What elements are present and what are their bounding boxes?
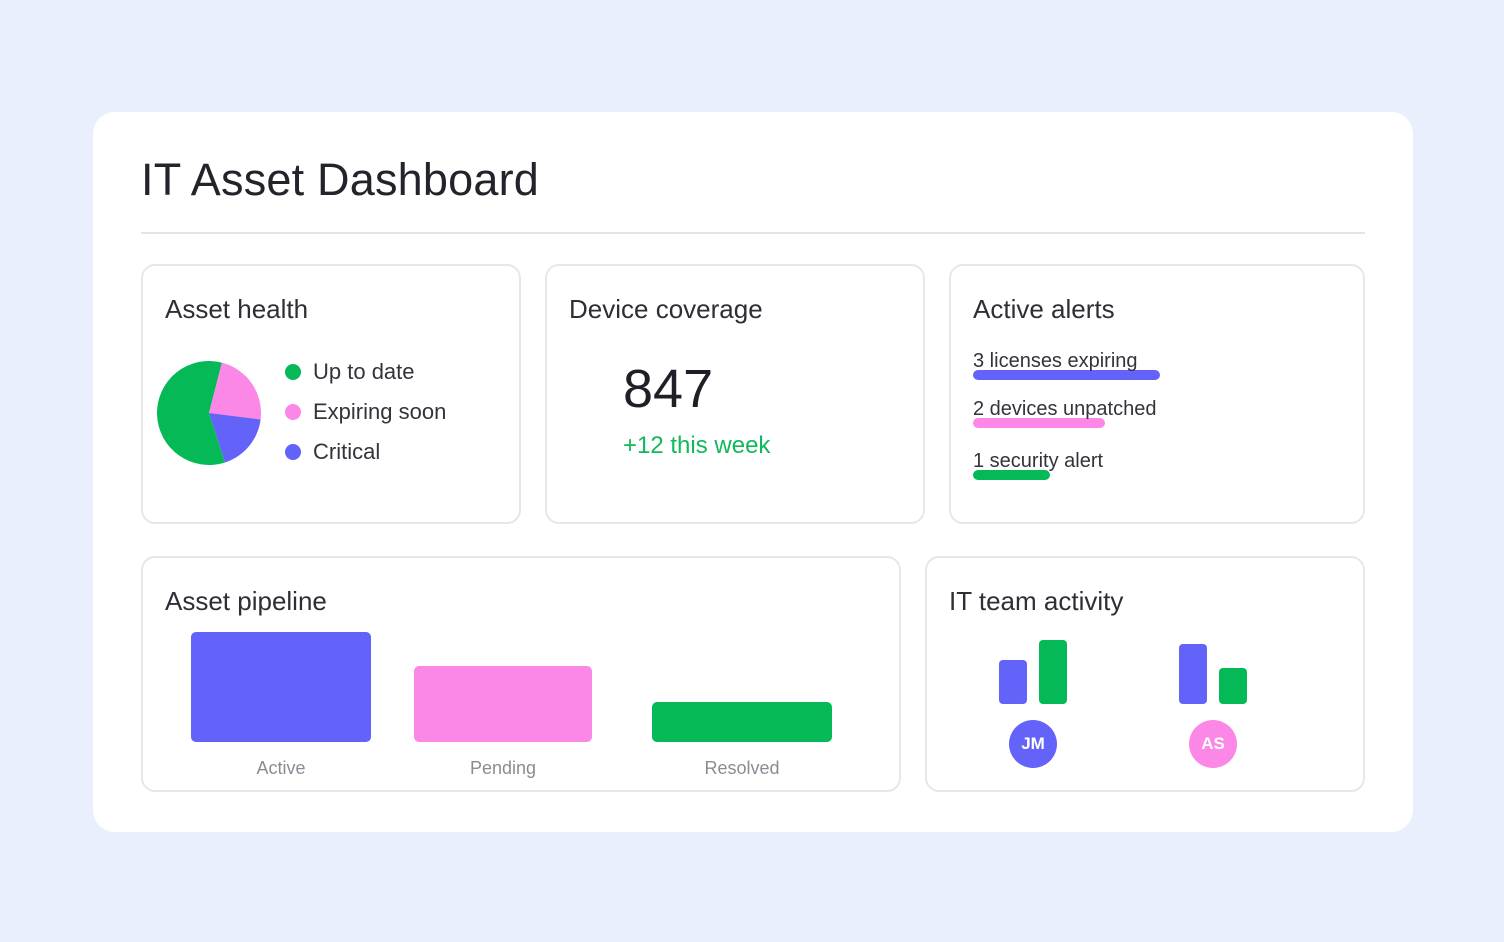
activity-bar-as-2: [1219, 668, 1247, 704]
pipeline-bar-active: [191, 632, 371, 742]
team-activity-title: IT team activity: [949, 586, 1124, 616]
pipeline-label-resolved: Resolved: [704, 758, 780, 778]
device-count: 847: [623, 359, 714, 419]
asset-health-pie-chart: [157, 361, 261, 465]
asset-health-card[interactable]: Asset health Up to date Expiring soon Cr…: [141, 264, 521, 524]
avatar-jm[interactable]: JM: [1009, 720, 1057, 768]
activity-bar-jm-2: [1039, 640, 1067, 704]
asset-pipeline-card[interactable]: Asset pipeline Active Pending Resolved: [141, 556, 901, 792]
legend-label: Critical: [313, 439, 381, 464]
asset-health-legend: Up to date Expiring soon Critical: [285, 352, 446, 472]
activity-bar-as-1: [1179, 644, 1207, 704]
pipeline-bar-pending: [414, 666, 592, 742]
alert-underline: [973, 370, 1160, 380]
legend-label: Up to date: [313, 359, 415, 384]
alert-text: 3 licenses expiring: [973, 350, 1138, 372]
title-divider: [141, 232, 1365, 234]
device-coverage-title: Device coverage: [569, 294, 763, 324]
active-alerts-card[interactable]: Active alerts 3 licenses expiring 2 devi…: [949, 264, 1365, 524]
legend-item-critical: Critical: [285, 432, 446, 472]
pipeline-label-active: Active: [256, 758, 306, 778]
asset-health-title: Asset health: [165, 294, 309, 324]
legend-dot-expiring-soon: [285, 404, 301, 420]
alert-devices-unpatched[interactable]: 2 devices unpatched: [973, 398, 1157, 428]
device-coverage-card[interactable]: Device coverage 847 +12 this week: [545, 264, 925, 524]
alert-text: 1 security alert: [973, 450, 1104, 472]
alert-licenses-expiring[interactable]: 3 licenses expiring: [973, 350, 1160, 380]
alert-underline: [973, 418, 1105, 428]
activity-bar-jm-1: [999, 660, 1027, 704]
dashboard-panel: IT Asset Dashboard Asset health Up to da…: [93, 112, 1413, 832]
active-alerts-title: Active alerts: [973, 294, 1115, 324]
legend-dot-critical: [285, 444, 301, 460]
weekly-delta: +12 this week: [623, 432, 771, 459]
alert-security[interactable]: 1 security alert: [973, 450, 1104, 480]
avatar-as[interactable]: AS: [1189, 720, 1237, 768]
alert-text: 2 devices unpatched: [973, 398, 1157, 420]
asset-pipeline-title: Asset pipeline: [165, 586, 327, 616]
pipeline-bar-resolved: [652, 702, 832, 742]
pipeline-label-pending: Pending: [469, 758, 537, 778]
legend-item-up-to-date: Up to date: [285, 352, 446, 392]
alert-underline: [973, 470, 1050, 480]
legend-label: Expiring soon: [313, 399, 447, 424]
legend-item-expiring-soon: Expiring soon: [285, 392, 446, 432]
pie-slice-critical: [209, 413, 261, 463]
legend-dot-up-to-date: [285, 364, 301, 380]
pie-slice-up-to-date: [157, 361, 226, 465]
pie-slice-expiring-soon: [209, 362, 261, 420]
page-title: IT Asset Dashboard: [141, 154, 539, 205]
team-activity-card[interactable]: IT team activity JM AS: [925, 556, 1365, 792]
